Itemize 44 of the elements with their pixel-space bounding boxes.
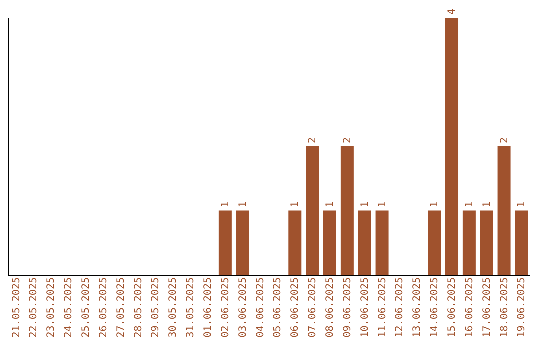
x-tick-label: 10.06.2025	[360, 278, 371, 338]
x-tick-label: 16.06.2025	[464, 278, 476, 338]
data-label: 4	[447, 8, 458, 15]
x-tick-label: 29.05.2025	[150, 278, 162, 338]
data-label: 1	[220, 202, 232, 208]
x-tick-label: 30.05.2025	[168, 278, 180, 338]
x-tick-label: 15.06.2025	[447, 278, 458, 338]
data-label: 2	[308, 137, 319, 144]
x-tick-label: 01.06.2025	[203, 278, 214, 338]
x-tick-label: 14.06.2025	[430, 278, 441, 338]
data-label: 1	[482, 202, 493, 208]
data-label: 2	[499, 137, 510, 144]
data-label: 1	[464, 202, 476, 208]
data-label: 1	[516, 202, 528, 208]
x-tick-label: 23.05.2025	[46, 278, 58, 338]
x-tick-label: 09.06.2025	[342, 278, 354, 338]
x-tick-label: 24.05.2025	[64, 278, 75, 338]
data-label: 1	[325, 202, 336, 208]
x-tick-label: 31.05.2025	[186, 278, 197, 338]
x-tick-label: 11.06.2025	[377, 278, 388, 338]
x-tick-label: 13.06.2025	[412, 278, 424, 338]
x-tick-label: 04.06.2025	[255, 278, 266, 338]
data-label: 1	[290, 202, 302, 208]
x-tick-label: 19.06.2025	[516, 278, 528, 338]
x-tick-label: 26.05.2025	[98, 278, 110, 338]
x-tick-label: 03.06.2025	[238, 278, 249, 338]
x-tick-label: 22.05.2025	[28, 278, 40, 338]
x-tick-label: 05.06.2025	[272, 278, 284, 338]
x-tick-label: 07.06.2025	[308, 278, 319, 338]
x-tick-label: 25.05.2025	[80, 278, 92, 338]
x-tick-label: 08.06.2025	[325, 278, 336, 338]
data-label: 1	[360, 202, 371, 208]
x-tick-label: 18.06.2025	[499, 278, 510, 338]
x-tick-label: 17.06.2025	[482, 278, 493, 338]
x-tick-label: 06.06.2025	[290, 278, 302, 338]
data-label: 1	[238, 202, 249, 208]
data-label: 1	[377, 202, 388, 208]
x-tick-label: 27.05.2025	[116, 278, 127, 338]
x-tick-label: 21.05.2025	[11, 278, 22, 338]
data-label: 1	[430, 202, 441, 208]
x-tick-label: 02.06.2025	[220, 278, 232, 338]
x-tick-label: 28.05.2025	[133, 278, 144, 338]
x-tick-label: 12.06.2025	[394, 278, 406, 338]
data-label: 2	[342, 137, 354, 144]
